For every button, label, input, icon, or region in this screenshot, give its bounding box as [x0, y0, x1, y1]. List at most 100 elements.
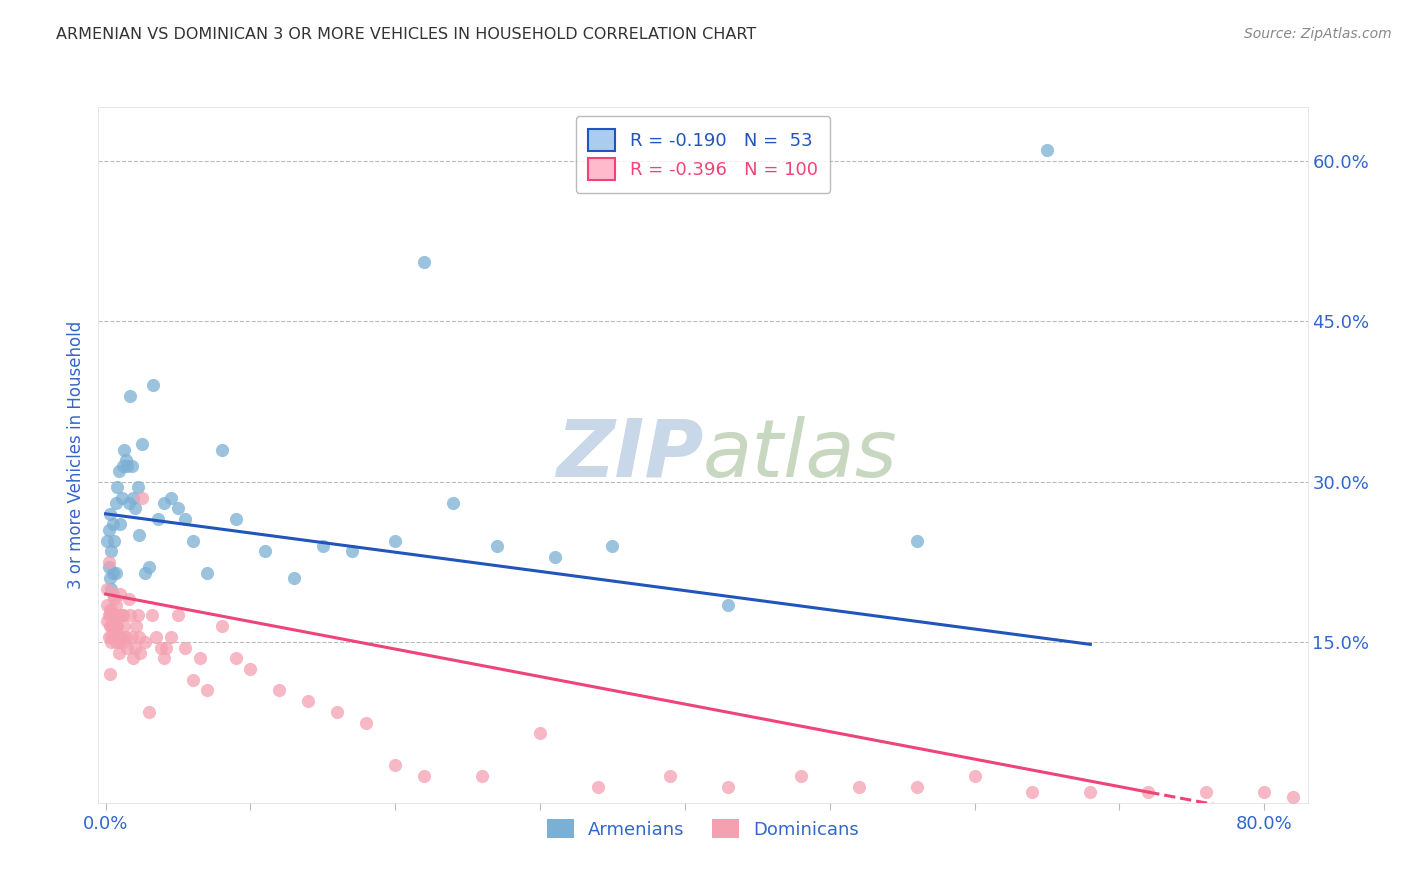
- Y-axis label: 3 or more Vehicles in Household: 3 or more Vehicles in Household: [66, 321, 84, 589]
- Point: [98, 619, 121, 633]
- Point: [155, 640, 177, 655]
- Point: [963, 769, 986, 783]
- Point: [127, 608, 149, 623]
- Point: [96, 614, 118, 628]
- Point: [181, 673, 204, 687]
- Point: [124, 640, 146, 655]
- Point: [114, 619, 136, 633]
- Point: [100, 635, 122, 649]
- Point: [211, 619, 233, 633]
- Text: ZIP: ZIP: [555, 416, 703, 494]
- Point: [120, 389, 142, 403]
- Point: [129, 646, 152, 660]
- Point: [110, 630, 132, 644]
- Point: [114, 442, 136, 457]
- Point: [101, 566, 124, 580]
- Point: [103, 630, 125, 644]
- Point: [103, 592, 125, 607]
- Point: [97, 608, 120, 623]
- Point: [122, 651, 145, 665]
- Point: [101, 619, 124, 633]
- Point: [96, 582, 118, 596]
- Point: [104, 619, 127, 633]
- Point: [100, 582, 122, 596]
- Point: [340, 544, 363, 558]
- Point: [356, 715, 378, 730]
- Point: [174, 640, 197, 655]
- Point: [101, 587, 124, 601]
- Point: [905, 780, 928, 794]
- Point: [1368, 790, 1391, 805]
- Point: [110, 608, 132, 623]
- Point: [225, 651, 247, 665]
- Point: [100, 603, 122, 617]
- Point: [97, 555, 120, 569]
- Point: [105, 619, 128, 633]
- Point: [103, 619, 125, 633]
- Point: [112, 635, 135, 649]
- Point: [441, 496, 464, 510]
- Point: [485, 539, 508, 553]
- Point: [413, 255, 436, 269]
- Point: [1036, 143, 1059, 157]
- Point: [384, 533, 406, 548]
- Point: [108, 517, 131, 532]
- Point: [211, 442, 233, 457]
- Point: [134, 566, 156, 580]
- Point: [905, 533, 928, 548]
- Point: [98, 507, 121, 521]
- Point: [131, 437, 153, 451]
- Point: [188, 651, 211, 665]
- Point: [128, 630, 150, 644]
- Point: [97, 560, 120, 574]
- Point: [1340, 790, 1362, 805]
- Point: [107, 635, 129, 649]
- Point: [127, 480, 149, 494]
- Point: [471, 769, 494, 783]
- Point: [115, 453, 138, 467]
- Point: [107, 464, 129, 478]
- Point: [98, 571, 121, 585]
- Point: [117, 640, 139, 655]
- Point: [103, 608, 125, 623]
- Point: [104, 635, 127, 649]
- Point: [149, 640, 172, 655]
- Point: [100, 544, 122, 558]
- Point: [297, 694, 319, 708]
- Text: Source: ZipAtlas.com: Source: ZipAtlas.com: [1244, 27, 1392, 41]
- Point: [1282, 790, 1305, 805]
- Point: [104, 566, 127, 580]
- Point: [117, 458, 139, 473]
- Point: [134, 635, 156, 649]
- Point: [112, 608, 135, 623]
- Point: [225, 512, 247, 526]
- Point: [121, 458, 143, 473]
- Text: atlas: atlas: [703, 416, 898, 494]
- Point: [326, 705, 349, 719]
- Point: [152, 496, 174, 510]
- Legend: Armenians, Dominicans: Armenians, Dominicans: [540, 812, 866, 846]
- Point: [717, 780, 740, 794]
- Point: [543, 549, 565, 564]
- Point: [138, 560, 160, 574]
- Point: [104, 598, 127, 612]
- Point: [167, 501, 190, 516]
- Point: [283, 571, 305, 585]
- Point: [98, 603, 121, 617]
- Point: [1137, 785, 1160, 799]
- Point: [108, 608, 131, 623]
- Point: [105, 630, 128, 644]
- Point: [1195, 785, 1218, 799]
- Point: [1398, 790, 1406, 805]
- Point: [142, 378, 165, 392]
- Point: [105, 608, 128, 623]
- Point: [122, 491, 145, 505]
- Point: [112, 458, 135, 473]
- Point: [195, 683, 218, 698]
- Point: [659, 769, 682, 783]
- Point: [1354, 790, 1376, 805]
- Point: [790, 769, 813, 783]
- Point: [121, 630, 143, 644]
- Point: [413, 769, 436, 783]
- Point: [1021, 785, 1043, 799]
